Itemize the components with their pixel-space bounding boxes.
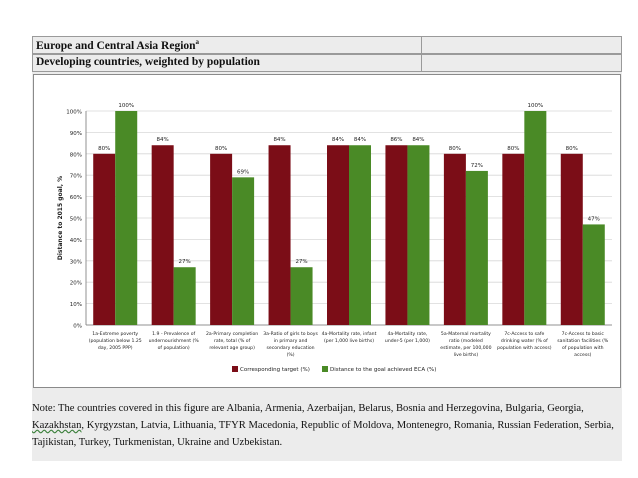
x-category-label: 5a-Maternal mortality <box>441 331 491 337</box>
data-label: 47% <box>588 216 600 222</box>
x-category-label: (population below 1.25 <box>89 338 142 344</box>
x-category-label: 1.9 - Prevalence of <box>152 331 195 337</box>
bar-target <box>210 153 233 325</box>
data-label: 84% <box>412 137 424 143</box>
data-label: 84% <box>157 137 169 143</box>
x-category-label: 4a-Mortality rate, infant <box>322 331 377 337</box>
x-category-label: ratio (modeled <box>449 338 483 344</box>
x-category-label: 1a-Extreme poverty <box>92 331 138 337</box>
x-category-label: of population) <box>158 345 190 351</box>
bar-achieved <box>115 111 138 325</box>
bar-target <box>327 145 349 325</box>
data-label: 80% <box>449 146 461 152</box>
bar-achieved <box>407 145 430 325</box>
bar-target <box>93 153 116 325</box>
y-tick-label: 90% <box>70 131 82 137</box>
bar-achieved <box>465 170 488 325</box>
x-category-label: drinking water (% of <box>501 338 548 344</box>
x-category-label: 4a-Mortality rate, <box>387 331 428 337</box>
region-header-row: Europe and Central Asia Regiona <box>32 36 622 54</box>
x-category-label: 3a-Ratio of girls to boys <box>263 331 318 337</box>
data-label: 100% <box>527 103 543 109</box>
bar-achieved <box>173 267 196 325</box>
x-category-label: 7c-Access to basic <box>562 331 605 337</box>
bar-target <box>385 145 408 325</box>
bar-target <box>560 153 583 325</box>
note-underlined-country: Kazakhstan <box>32 420 82 431</box>
bar-target <box>502 153 525 325</box>
y-tick-label: 20% <box>70 281 82 287</box>
bar-achieved <box>524 111 547 325</box>
y-tick-label: 40% <box>70 238 82 244</box>
x-category-label: estimate, per 100,000 <box>440 345 491 351</box>
data-label: 80% <box>98 146 110 152</box>
legend-label: Distance to the goal achieved ECA (%) <box>330 367 436 373</box>
x-category-label: secondary education <box>267 345 315 351</box>
data-label: 27% <box>295 259 307 265</box>
bar-chart: 0% 10% 20% 30% 40% 50% 60% 70% 80% 90% 100% Distanc… <box>57 103 612 373</box>
x-category-label: (%) <box>287 352 295 358</box>
data-label: 27% <box>179 259 191 265</box>
subtitle: Developing countries, weighted by popula… <box>36 56 260 68</box>
data-label: 100% <box>118 103 134 109</box>
y-tick-label: 80% <box>70 152 82 158</box>
data-label: 84% <box>354 137 366 143</box>
countries-note: Note: The countries covered in this figu… <box>32 400 620 451</box>
x-category-label: population with access) <box>497 345 552 351</box>
bar-achieved <box>582 224 605 325</box>
legend-swatch <box>232 366 238 372</box>
data-label: 80% <box>507 146 519 152</box>
y-tick-label: 10% <box>70 302 82 308</box>
legend-swatch <box>322 366 328 372</box>
note-text-end: , Kyrgyzstan, Latvia, Lithuania, TFYR Ma… <box>32 420 614 448</box>
x-category-label: relevant age group) <box>209 345 255 351</box>
y-tick-label: 60% <box>70 195 82 201</box>
x-category-label: day, 2005 PPP) <box>98 345 133 351</box>
x-category-label: under-5 (per 1,000) <box>385 338 430 344</box>
data-label: 80% <box>566 146 578 152</box>
x-category-label: live births) <box>454 352 479 358</box>
data-label: 84% <box>273 137 285 143</box>
x-category-label: of population with <box>562 345 604 351</box>
bar-achieved <box>349 145 371 325</box>
region-title: Europe and Central Asia Regiona <box>36 38 200 52</box>
x-category-label: in primary and <box>274 338 308 344</box>
header-cell-divider <box>421 37 422 53</box>
x-category-label: 2a-Primary completion <box>206 331 258 337</box>
data-label: 80% <box>215 146 227 152</box>
subtitle-header-row: Developing countries, weighted by popula… <box>32 54 622 72</box>
y-tick-label: 30% <box>70 259 82 265</box>
data-label: 72% <box>471 163 483 169</box>
x-category-label: (per 1,000 live births) <box>324 338 374 344</box>
y-tick-label: 100% <box>66 110 82 116</box>
bar-target <box>443 153 466 325</box>
x-category-label: access) <box>574 352 591 358</box>
bar-achieved <box>290 267 313 325</box>
y-tick-label: 0% <box>73 324 82 330</box>
footnote-marker: a <box>195 38 200 46</box>
y-axis-title: Distance to 2015 goal, % <box>57 176 64 260</box>
header-cell-divider <box>421 55 422 71</box>
chart-area: 0% 10% 20% 30% 40% 50% 60% 70% 80% 90% 100% Distanc… <box>33 74 621 388</box>
x-category-label: sanitation facilities (% <box>557 338 609 344</box>
bar-target <box>268 145 291 325</box>
data-label: 84% <box>332 137 344 143</box>
y-tick-label: 70% <box>70 174 82 180</box>
x-category-label: 7c-Access to safe <box>504 331 544 337</box>
y-tick-label: 50% <box>70 217 82 223</box>
data-label: 86% <box>390 137 402 143</box>
bar-target <box>151 145 174 325</box>
note-text-start: Note: The countries covered in this figu… <box>32 403 584 414</box>
x-category-label: undernourishment (% <box>149 338 200 344</box>
bar-achieved <box>232 177 255 325</box>
data-label: 69% <box>237 169 249 175</box>
legend-label: Corresponding target (%) <box>240 367 310 373</box>
x-category-label: rate, total (% of <box>214 338 251 344</box>
